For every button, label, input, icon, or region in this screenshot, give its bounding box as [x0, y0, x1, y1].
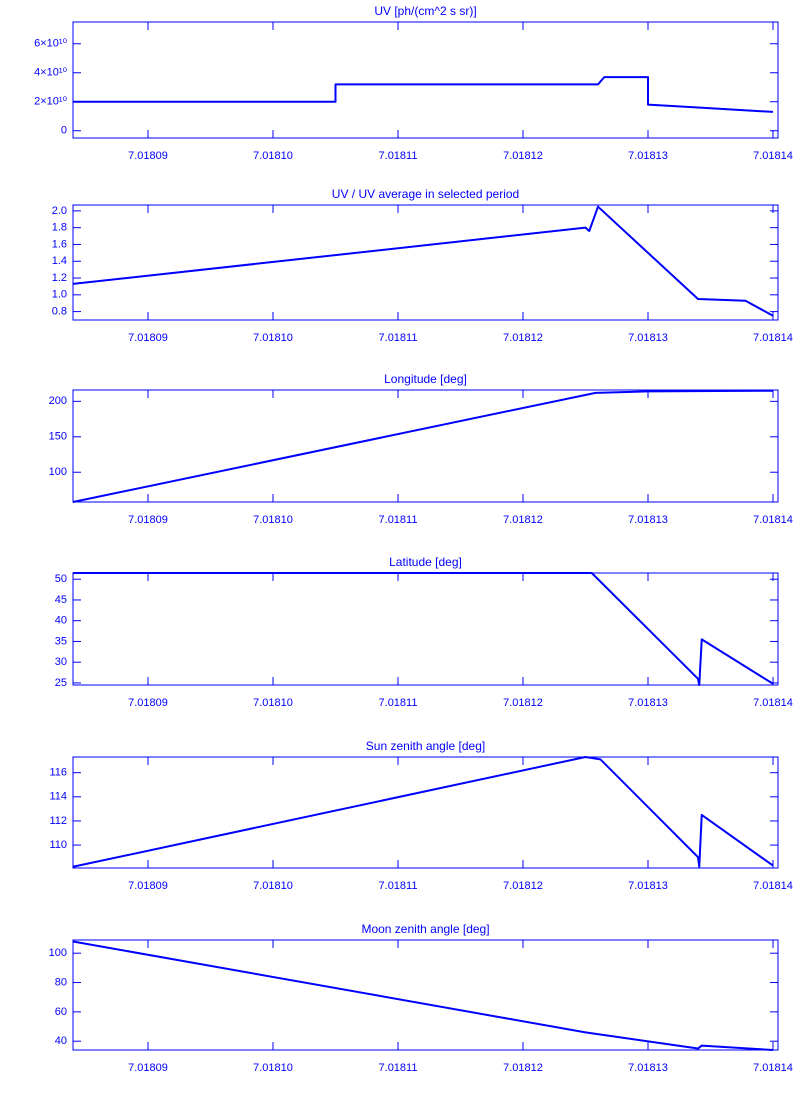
panel-title: Sun zenith angle [deg] [366, 739, 485, 753]
x-tick-label: 7.01812 [503, 1062, 543, 1074]
y-tick-label: 30 [55, 656, 67, 668]
y-tick-label: 1.8 [52, 222, 67, 234]
x-tick-label: 7.01809 [128, 514, 168, 526]
y-tick-label: 60 [55, 1006, 67, 1018]
y-tick-label: 116 [49, 767, 67, 779]
y-tick-label: 25 [55, 677, 67, 689]
x-tick-label: 7.01809 [128, 880, 168, 892]
x-tick-label: 7.01811 [379, 332, 418, 344]
y-tick-label: 45 [55, 594, 67, 606]
data-line [72, 205, 774, 317]
panel-title: Longitude [deg] [384, 372, 467, 386]
x-tick-label: 7.01813 [628, 332, 668, 344]
x-tick-label: 7.01813 [628, 880, 668, 892]
y-tick-label: 112 [49, 815, 67, 827]
plot-frame [72, 572, 779, 686]
x-tick-label: 7.01812 [503, 697, 543, 709]
y-tick-label: 1.0 [52, 289, 67, 301]
x-tick-label: 7.01812 [503, 150, 543, 162]
x-tick-label: 7.01814 [753, 514, 793, 526]
y-tick-label: 1.6 [52, 238, 67, 250]
x-tick-label: 7.01809 [128, 1062, 168, 1074]
y-tick-label: 100 [49, 466, 67, 478]
x-tick-label: 7.01810 [253, 880, 293, 892]
y-tick-label: 2×10¹⁰ [34, 96, 67, 108]
x-tick-label: 7.01809 [128, 697, 168, 709]
x-tick-label: 7.01812 [503, 880, 543, 892]
data-line [73, 572, 774, 686]
y-tick-label: 1.2 [52, 272, 67, 284]
x-tick-label: 7.01810 [253, 150, 293, 162]
plot-frame [72, 756, 779, 869]
y-tick-label: 40 [55, 1035, 67, 1047]
x-tick-label: 7.01814 [753, 332, 793, 344]
x-tick-label: 7.01814 [753, 880, 793, 892]
y-tick-label: 80 [55, 976, 67, 988]
y-tick-label: 200 [49, 395, 67, 407]
x-tick-label: 7.01811 [379, 1062, 418, 1074]
y-tick-label: 0 [61, 125, 67, 137]
x-tick-label: 7.01810 [253, 697, 293, 709]
y-tick-label: 150 [49, 431, 67, 443]
y-tick-label: 0.8 [52, 306, 67, 318]
x-tick-label: 7.01809 [128, 150, 168, 162]
panel-title: UV [ph/(cm^2 s sr)] [374, 4, 476, 18]
x-tick-label: 7.01810 [253, 332, 293, 344]
y-tick-label: 1.4 [52, 255, 67, 267]
panel-title: Latitude [deg] [389, 555, 462, 569]
x-tick-label: 7.01811 [379, 880, 418, 892]
x-tick-label: 7.01811 [379, 514, 418, 526]
data-line [73, 76, 774, 113]
data-line [72, 756, 774, 868]
x-tick-label: 7.01814 [753, 150, 793, 162]
x-tick-label: 7.01810 [253, 514, 293, 526]
y-tick-label: 114 [49, 791, 67, 803]
plot-frame [72, 204, 779, 321]
plot-frame [72, 939, 779, 1051]
panel-title: Moon zenith angle [deg] [361, 922, 489, 936]
y-tick-label: 50 [55, 573, 67, 585]
y-tick-label: 40 [55, 615, 67, 627]
data-line [72, 940, 774, 1051]
x-tick-label: 7.01811 [379, 150, 418, 162]
x-tick-label: 7.01812 [503, 514, 543, 526]
x-tick-label: 7.01812 [503, 332, 543, 344]
x-tick-label: 7.01814 [753, 1062, 793, 1074]
x-tick-label: 7.01814 [753, 697, 793, 709]
plot-frame [72, 389, 779, 503]
data-line [72, 389, 774, 503]
x-tick-label: 7.01813 [628, 514, 668, 526]
x-tick-label: 7.01810 [253, 1062, 293, 1074]
y-tick-label: 6×10¹⁰ [34, 38, 67, 50]
y-tick-label: 35 [55, 635, 67, 647]
y-tick-label: 2.0 [52, 205, 67, 217]
x-tick-label: 7.01813 [628, 150, 668, 162]
y-tick-label: 100 [49, 947, 67, 959]
x-tick-label: 7.01813 [628, 1062, 668, 1074]
x-tick-label: 7.01811 [379, 697, 418, 709]
y-tick-label: 110 [49, 839, 67, 851]
panel-title: UV / UV average in selected period [332, 187, 519, 201]
y-tick-label: 4×10¹⁰ [34, 67, 67, 79]
plot-frame [72, 21, 779, 139]
x-tick-label: 7.01813 [628, 697, 668, 709]
x-tick-label: 7.01809 [128, 332, 168, 344]
